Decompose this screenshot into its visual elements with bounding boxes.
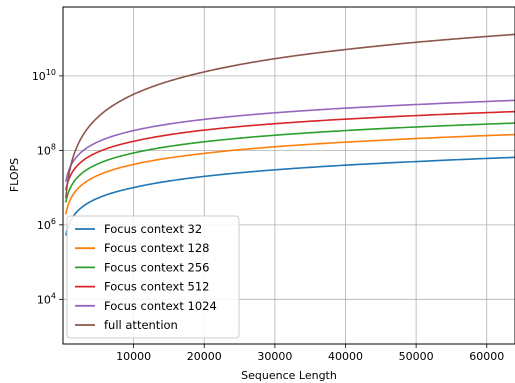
legend: Focus context 32 Focus context 128 Focus c… (66, 215, 240, 339)
series-line-3 (65, 122, 515, 203)
series-line-4 (65, 110, 515, 191)
y-tick-label: 106 (37, 217, 56, 232)
legend-label: Focus context 128 (104, 241, 209, 255)
series-line-2 (65, 133, 515, 215)
x-tick-label: 20000 (187, 350, 222, 363)
legend-label: Focus context 32 (104, 222, 202, 236)
series-line-5 (65, 99, 515, 183)
series-line-6 (65, 33, 515, 199)
y-axis-ticks: 104 106 108 1010 (32, 68, 63, 306)
x-axis-label: Sequence Length (241, 369, 337, 382)
y-tick-label: 1010 (32, 68, 56, 83)
x-tick-label: 10000 (116, 350, 151, 363)
legend-label: Focus context 1024 (104, 299, 217, 313)
x-tick-label: 40000 (328, 350, 363, 363)
series-lines (65, 33, 515, 236)
x-tick-label: 50000 (399, 350, 434, 363)
plot-area-frame (62, 6, 515, 345)
y-tick-label: 108 (37, 142, 56, 157)
legend-box (66, 215, 240, 339)
x-axis-ticks: 10000 20000 30000 40000 50000 60000 (116, 344, 504, 363)
legend-label: Focus context 512 (104, 280, 209, 294)
x-tick-label: 60000 (469, 350, 504, 363)
y-axis-label: FLOPS (8, 158, 21, 192)
series-line-1 (65, 156, 515, 236)
legend-label: full attention (104, 318, 178, 332)
y-tick-label: 104 (37, 291, 56, 306)
legend-label: Focus context 256 (104, 260, 209, 274)
x-tick-label: 30000 (257, 350, 292, 363)
